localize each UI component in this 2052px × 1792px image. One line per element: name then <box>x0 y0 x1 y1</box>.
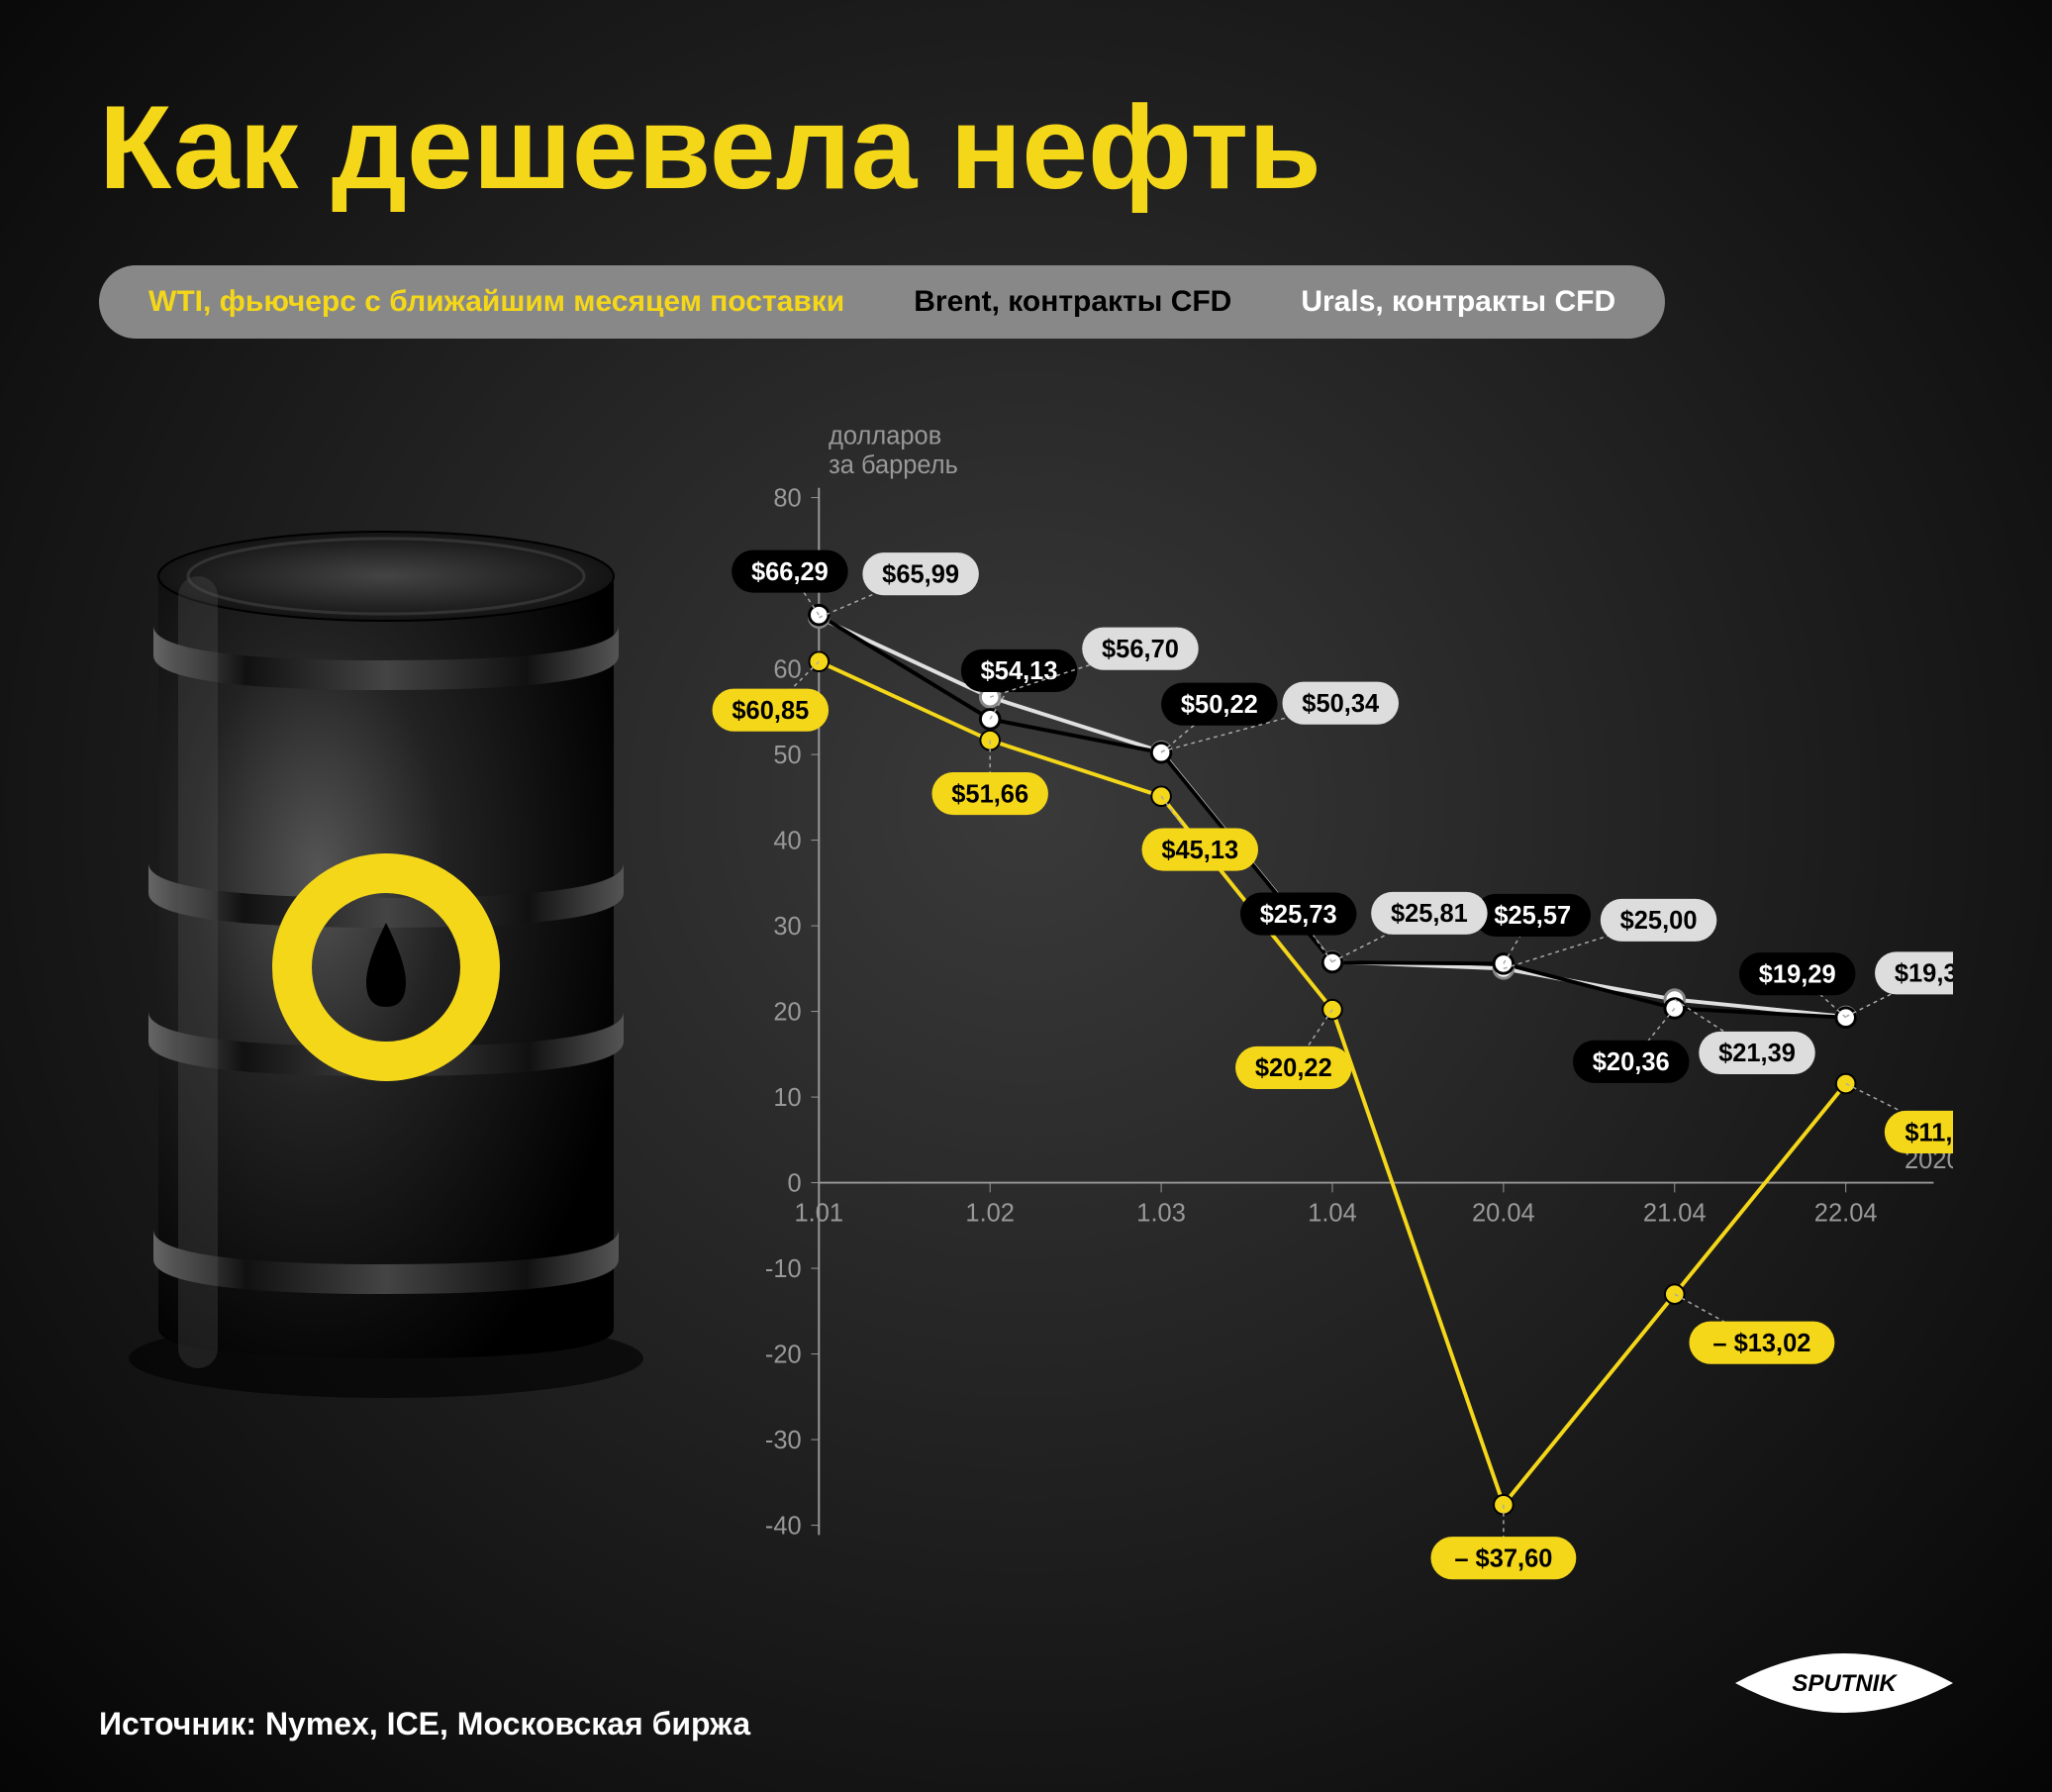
wti-point <box>1151 786 1171 806</box>
urals-data-label: $21,39 <box>1718 1040 1796 1067</box>
brent-data-label: $19,29 <box>1759 960 1836 988</box>
main-title: Как дешевела нефть <box>99 79 1953 216</box>
urals-data-label: $56,70 <box>1102 636 1179 663</box>
wti-data-label: $45,13 <box>1161 837 1238 864</box>
x-tick-label: 1.04 <box>1308 1200 1357 1228</box>
brent-data-label: $54,13 <box>981 657 1058 685</box>
sputnik-logo-icon: SPUTNIK <box>1735 1634 1953 1733</box>
urals-data-label: $25,81 <box>1391 900 1468 928</box>
brent-data-label: $20,36 <box>1593 1048 1670 1076</box>
y-tick-label: -10 <box>765 1255 802 1283</box>
infographic-container: Как дешевела нефть WTI, фьючерс с ближай… <box>0 0 2052 1792</box>
wti-data-label: – $13,02 <box>1712 1330 1810 1357</box>
y-tick-label: 40 <box>773 827 801 854</box>
y-tick-label: -20 <box>765 1341 802 1368</box>
source-text: Источник: Nymex, ICE, Московская биржа <box>99 1706 750 1742</box>
wti-data-label: $20,22 <box>1255 1054 1332 1082</box>
x-tick-label: 1.02 <box>965 1200 1015 1228</box>
x-tick-label: 21.04 <box>1643 1200 1707 1228</box>
y-axis-title-2: за баррель <box>829 451 958 479</box>
legend-urals: Urals, контракты CFD <box>1301 285 1615 319</box>
brent-point <box>1322 952 1342 972</box>
urals-data-label: $50,34 <box>1302 690 1380 718</box>
price-chart: долларовза баррель -40 -30 -20 -10 0 10 20 30 40 5… <box>693 398 1953 1586</box>
y-tick-label: 60 <box>773 655 801 683</box>
legend-wti: WTI, фьючерс с ближайшим месяцем поставк… <box>148 285 844 319</box>
brent-data-label: $25,73 <box>1260 901 1337 929</box>
y-tick-label: -40 <box>765 1512 802 1540</box>
oil-barrel-icon <box>119 497 653 1408</box>
brent-data-label: $25,57 <box>1494 902 1571 930</box>
legend-bar: WTI, фьючерс с ближайшим месяцем поставк… <box>99 265 1665 339</box>
x-tick-label: 22.04 <box>1814 1200 1878 1228</box>
urals-data-label: $19,38 <box>1895 960 1953 988</box>
x-tick-label: 1.03 <box>1136 1200 1186 1228</box>
wti-point <box>1665 1284 1685 1304</box>
brent-point <box>1151 743 1171 762</box>
urals-data-label: $25,00 <box>1620 907 1698 935</box>
barrel-area <box>99 398 693 1586</box>
wti-data-label: – $37,60 <box>1454 1544 1552 1572</box>
y-tick-label: 80 <box>773 484 801 512</box>
logo-text: SPUTNIK <box>1792 1670 1898 1697</box>
wti-data-label: $51,66 <box>951 780 1028 808</box>
wti-data-label: $11,57 <box>1905 1119 1953 1146</box>
y-tick-label: -30 <box>765 1427 802 1454</box>
brent-data-label: $50,22 <box>1181 691 1258 719</box>
y-tick-label: 50 <box>773 742 801 769</box>
y-tick-label: 30 <box>773 913 801 941</box>
content-row: долларовза баррель -40 -30 -20 -10 0 10 20 30 40 5… <box>99 398 1953 1586</box>
y-axis-title-1: долларов <box>829 423 941 450</box>
wti-data-label: $60,85 <box>732 697 809 725</box>
chart-area: долларовза баррель -40 -30 -20 -10 0 10 20 30 40 5… <box>693 398 1953 1586</box>
brent-data-label: $66,29 <box>751 558 829 586</box>
y-tick-label: 20 <box>773 998 801 1026</box>
y-tick-label: 0 <box>788 1169 802 1197</box>
legend-brent: Brent, контракты CFD <box>914 285 1231 319</box>
brent-point <box>810 605 830 625</box>
wti-point <box>1322 1000 1342 1020</box>
urals-data-label: $65,99 <box>882 561 959 589</box>
x-tick-label: 20.04 <box>1472 1200 1535 1228</box>
x-tick-label: 1.01 <box>795 1200 844 1228</box>
y-tick-label: 10 <box>773 1084 801 1112</box>
